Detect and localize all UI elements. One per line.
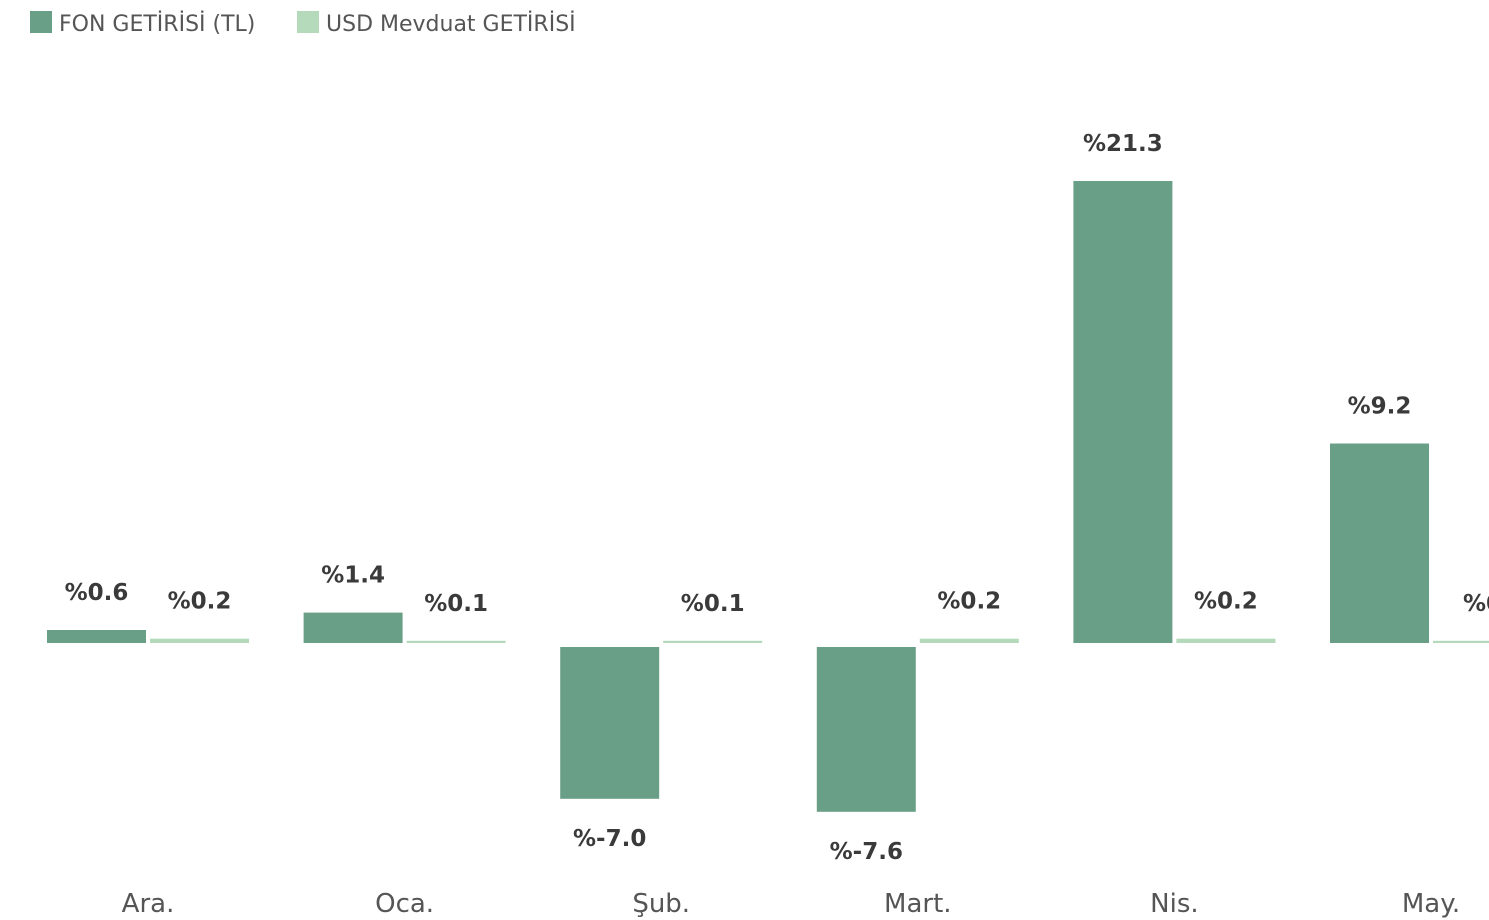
bar-fon-3 xyxy=(816,647,916,812)
bar-fon-0 xyxy=(47,630,146,643)
bar-usd-5 xyxy=(1433,640,1489,643)
value-label-fon-1: %1.4 xyxy=(321,563,385,589)
value-label-fon-2: %-7.0 xyxy=(573,826,646,852)
bar-usd-0 xyxy=(150,638,249,643)
value-label-usd-3: %0.2 xyxy=(937,589,1001,615)
chart-bars xyxy=(47,181,1489,812)
x-tick-label-4: Nis. xyxy=(1150,889,1198,919)
value-label-fon-5: %9.2 xyxy=(1348,394,1412,420)
x-tick-label-1: Oca. xyxy=(375,889,434,919)
legend-label-usd-mevduat: USD Mevduat GETİRİSİ xyxy=(326,11,576,37)
chart-legend: FON GETİRİSİ (TL) USD Mevduat GETİRİSİ xyxy=(30,11,576,37)
value-label-fon-0: %0.6 xyxy=(65,580,129,606)
chart-value-labels: %0.6 %0.2 %1.4 %0.1 %-7.0 %0.1 %-7.6 %0.2 %21.3%… xyxy=(65,131,1489,865)
x-tick-label-5: May. xyxy=(1402,889,1460,919)
value-label-usd-1: %0.1 xyxy=(424,591,488,617)
bar-usd-1 xyxy=(406,640,506,643)
value-label-usd-2: %0.1 xyxy=(681,591,745,617)
x-axis-tick-labels: Ara. Oca. Şub. Mart. Nis. May. xyxy=(122,889,1461,919)
value-label-usd-4: %0.2 xyxy=(1194,589,1258,615)
bar-usd-4 xyxy=(1176,638,1276,643)
value-label-fon-3: %-7.6 xyxy=(830,839,903,865)
bar-usd-3 xyxy=(919,638,1019,643)
x-tick-label-3: Mart. xyxy=(884,889,952,919)
legend-label-fon-getirisi: FON GETİRİSİ (TL) xyxy=(59,11,255,37)
value-label-usd-0: %0.2 xyxy=(168,589,232,615)
legend-swatch-fon-getirisi xyxy=(30,11,52,33)
bar-usd-2 xyxy=(663,640,763,643)
bar-fon-4 xyxy=(1073,181,1173,643)
value-label-usd-5: %0 xyxy=(1463,591,1489,617)
x-tick-label-0: Ara. xyxy=(122,889,175,919)
value-label-fon-4: %21.3 xyxy=(1083,131,1163,157)
x-tick-label-2: Şub. xyxy=(632,889,690,919)
legend-swatch-usd-mevduat xyxy=(297,11,319,33)
bar-fon-1 xyxy=(303,612,403,643)
bar-fon-5 xyxy=(1330,443,1429,643)
bar-fon-2 xyxy=(560,647,660,799)
